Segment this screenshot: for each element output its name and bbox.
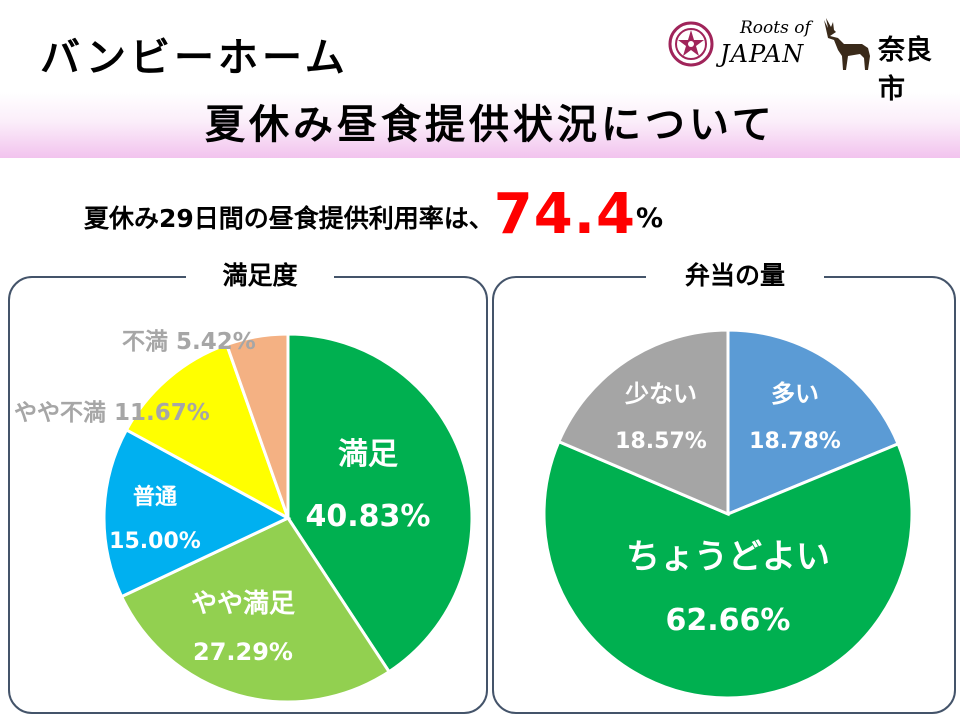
satisfaction-label-1: やや満足 (191, 589, 295, 619)
portion-value-label-0: 18.78% (749, 429, 841, 454)
logo-roots-text: Roots of (740, 18, 811, 38)
logo-city-name: 奈良市 (878, 35, 932, 105)
usage-rate-value: 74.4 (493, 182, 636, 247)
satisfaction-slice-1 (119, 516, 392, 704)
satisfaction-value-label-2: 15.00% (109, 529, 201, 554)
usage-rate-headline: 夏休み29日間の昼食提供利用率は、74.4% (84, 180, 904, 250)
portion-label-1: ちょうどよい (626, 537, 830, 577)
satisfaction-slice-3 (124, 342, 291, 522)
portion-label-2: 少ない (624, 380, 697, 408)
satisfaction-value-label-0: 40.83% (306, 499, 431, 534)
satisfaction-label-4: 不満 5.42% (122, 329, 256, 355)
portion-slice-0 (726, 328, 901, 517)
logo-wordmark: Roots of JAPAN (716, 14, 821, 74)
portion-value-label-2: 18.57% (615, 429, 707, 454)
page-title-line2: 夏休み昼食提供状況について (205, 102, 776, 148)
satisfaction-label-2: 普通 (133, 484, 177, 510)
satisfaction-label-3: やや不満 11.67% (14, 400, 210, 426)
usage-rate-unit: % (635, 203, 664, 234)
portion-label-0: 多い (771, 380, 819, 408)
usage-rate-prefix: 夏休み29日間の昼食提供利用率は、 (84, 204, 494, 233)
title-gradient-band (0, 92, 960, 158)
portion-slice-1 (542, 439, 914, 700)
portion-value-label-1: 62.66% (666, 603, 791, 638)
page-title-line1: バンビーホーム (40, 35, 349, 81)
deer-icon (824, 18, 870, 70)
portion-title: 弁当の量 (646, 259, 824, 293)
logo-japan-text: JAPAN (720, 40, 805, 68)
satisfaction-slice-2 (102, 427, 292, 599)
satisfaction-slice-4 (224, 332, 290, 519)
nara-crest-icon (668, 21, 714, 67)
nara-city-logo: Roots of JAPAN 奈良市 (668, 14, 953, 105)
satisfaction-title: 満足度 (186, 259, 334, 293)
satisfaction-label-0: 満足 (338, 437, 398, 472)
satisfaction-value-label-1: 27.29% (193, 638, 293, 666)
portion-slice-2 (556, 328, 730, 517)
